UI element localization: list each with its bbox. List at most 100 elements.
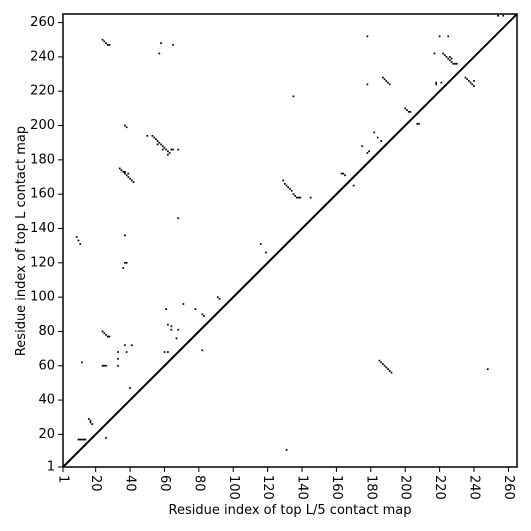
contact (105, 42, 107, 45)
contact (299, 196, 302, 199)
contact (467, 80, 470, 82)
contact (124, 234, 126, 237)
contact (151, 134, 154, 137)
contact (124, 124, 126, 127)
contact (89, 419, 92, 422)
contact (435, 81, 438, 84)
contact (81, 361, 83, 364)
contact (167, 153, 169, 156)
contact (87, 418, 90, 420)
contact (117, 351, 119, 353)
contact (497, 14, 499, 17)
contact (175, 337, 178, 340)
contact (285, 184, 288, 187)
contact (387, 368, 389, 371)
contact (165, 148, 168, 151)
contact (409, 110, 412, 113)
contact (447, 35, 450, 38)
contact (122, 267, 125, 269)
contact (502, 14, 505, 17)
contact (383, 78, 386, 81)
x-tick-label: 220 (432, 475, 447, 500)
contact (156, 140, 159, 142)
contact (449, 56, 451, 58)
contact (155, 138, 157, 141)
contact (160, 42, 162, 45)
contact (454, 62, 456, 65)
contact (124, 172, 126, 175)
y-tick-label: 200 (30, 118, 55, 133)
contact (385, 366, 388, 369)
y-tick-label: 80 (38, 324, 55, 339)
contact (201, 349, 204, 352)
x-tick-label: 260 (501, 475, 516, 500)
contact (447, 57, 450, 60)
contact (105, 436, 107, 439)
contact (382, 363, 384, 365)
contact (380, 140, 383, 142)
contact (75, 236, 78, 238)
contact (163, 146, 166, 149)
contact (285, 448, 288, 451)
x-tick-label: 120 (260, 475, 275, 500)
contact (361, 145, 364, 147)
contact (289, 188, 291, 190)
contact (376, 136, 379, 139)
contact (170, 328, 173, 331)
contact (404, 107, 407, 110)
contact (194, 308, 197, 310)
contact (103, 364, 106, 367)
y-tick-label: 180 (30, 152, 55, 167)
contact (129, 177, 131, 180)
contact (122, 171, 125, 173)
contact (265, 251, 267, 254)
contact (125, 174, 128, 177)
contact (366, 152, 369, 154)
contact (168, 152, 171, 154)
contact (283, 183, 286, 185)
contact (103, 40, 106, 43)
x-tick-label: 200 (398, 475, 413, 500)
y-axis-label: Residue index of top L contact map (14, 126, 29, 356)
x-tick-label: 60 (157, 475, 172, 492)
contact (84, 438, 87, 441)
contact (101, 364, 104, 367)
contact (383, 364, 386, 367)
contact (118, 167, 121, 170)
contact (442, 52, 444, 55)
contact (373, 131, 376, 134)
contact (125, 261, 128, 264)
contact (366, 35, 369, 38)
x-tick-label: 1 (56, 475, 71, 483)
contact (294, 195, 297, 197)
contact (201, 313, 204, 316)
x-tick-label: 160 (329, 475, 344, 500)
contact (296, 196, 298, 199)
contact (450, 61, 453, 63)
contact (449, 59, 451, 62)
x-axis-label: Residue index of top L/5 contact map (169, 503, 412, 518)
contact (390, 371, 393, 374)
contact (443, 54, 446, 57)
y-tick-label: 140 (30, 221, 55, 236)
contact (172, 44, 174, 46)
contact (177, 148, 180, 151)
contact (124, 344, 126, 347)
contact (177, 217, 180, 220)
x-tick-label: 40 (123, 475, 138, 492)
contact (388, 83, 391, 86)
contact (158, 141, 161, 144)
contact (160, 143, 162, 146)
contact (127, 172, 130, 175)
y-tick-label: 60 (38, 358, 55, 373)
contact (416, 122, 419, 125)
contact (170, 325, 173, 328)
y-tick-label: 20 (38, 427, 55, 442)
contact (170, 148, 173, 151)
contact (203, 315, 205, 317)
x-tick-label: 140 (295, 475, 310, 500)
contact (101, 330, 104, 333)
contact (388, 370, 391, 372)
contact (108, 44, 111, 46)
